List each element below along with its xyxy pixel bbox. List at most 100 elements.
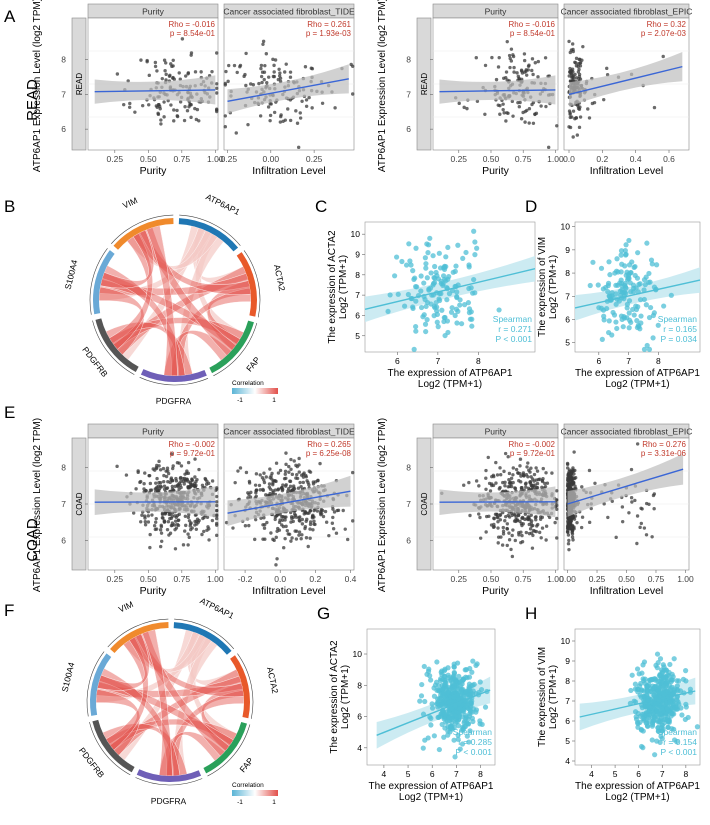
data-point: [283, 536, 287, 541]
data-point: [331, 526, 336, 531]
x-tick-label: 0.0: [274, 574, 286, 584]
data-point: [173, 519, 178, 523]
panel-f-chord: ATP6AP1 ACTA2 FAP PDGFRA PDGFRB S100A4 VIM Corr…: [4, 595, 280, 806]
data-point: [215, 51, 219, 55]
data-point: [246, 122, 250, 127]
data-point: [506, 111, 510, 115]
data-point: [272, 110, 277, 115]
data-point: [644, 240, 650, 246]
data-point: [646, 314, 653, 321]
data-point: [153, 468, 157, 472]
data-point: [490, 474, 494, 479]
data-point: [434, 304, 440, 310]
data-point: [159, 531, 164, 535]
data-point: [566, 472, 570, 476]
data-point: [544, 104, 548, 109]
data-point: [519, 474, 523, 478]
data-point: [498, 513, 502, 518]
x-tick-label: 0.25: [450, 574, 467, 584]
chord-axis: [237, 653, 254, 719]
data-point: [569, 72, 574, 77]
data-point: [519, 487, 524, 491]
data-point: [478, 687, 485, 693]
data-point: [193, 457, 197, 461]
x-tick-label: 0.75: [174, 574, 191, 584]
data-point: [492, 516, 496, 521]
data-point: [260, 80, 264, 85]
y-axis-label: ATP6AP1 Expression Level (log2 TPM): [377, 418, 388, 592]
confidence-band: [569, 52, 683, 107]
data-point: [617, 288, 623, 294]
x-tick-label: 0.2: [309, 574, 321, 584]
data-point: [483, 112, 487, 116]
data-point: [271, 57, 275, 62]
data-point: [146, 514, 151, 518]
fit-line: [376, 689, 491, 736]
chord-axis: [139, 377, 209, 386]
data-point: [514, 517, 518, 522]
data-point: [274, 535, 278, 540]
data-point: [516, 471, 520, 475]
x-tick-label: 6: [596, 356, 601, 366]
data-point: [470, 691, 476, 697]
data-point: [297, 470, 301, 474]
data-point: [672, 705, 679, 711]
data-point: [139, 520, 143, 524]
data-point: [290, 536, 294, 540]
spearman-stat: Spearman: [453, 727, 492, 737]
x-tick-label: 7: [435, 356, 440, 366]
data-point: [282, 546, 286, 550]
data-point: [399, 258, 405, 265]
data-point: [496, 65, 501, 69]
x-tick-label: 0.0: [563, 154, 575, 164]
data-point: [281, 524, 286, 529]
chord-segment: [93, 250, 115, 315]
data-point: [640, 662, 646, 668]
data-point: [288, 484, 293, 489]
data-point: [427, 235, 433, 241]
data-point: [185, 471, 189, 475]
data-point: [263, 523, 267, 527]
data-point: [519, 117, 524, 121]
data-point: [523, 120, 527, 124]
data-point: [269, 531, 273, 535]
data-point: [650, 312, 656, 319]
data-point: [215, 508, 219, 513]
data-point: [321, 514, 326, 519]
data-point: [581, 44, 585, 49]
data-point: [223, 114, 227, 118]
data-point: [182, 476, 187, 481]
data-point: [246, 491, 250, 495]
y-tick-label: 8: [61, 55, 66, 65]
data-point: [527, 515, 531, 519]
data-point: [166, 469, 170, 473]
data-point: [635, 721, 641, 727]
data-point: [215, 533, 219, 538]
data-point: [274, 461, 279, 465]
data-point: [327, 533, 331, 538]
data-point: [540, 526, 545, 530]
data-point: [452, 312, 458, 319]
data-point: [554, 498, 559, 502]
data-point: [470, 290, 476, 296]
chord-axis: [207, 724, 251, 777]
y-axis-label: The expression of ACTA2: [327, 230, 338, 344]
fit-line: [227, 490, 351, 514]
data-point: [456, 673, 462, 679]
data-point: [461, 694, 467, 700]
data-point: [223, 83, 227, 87]
data-point: [474, 245, 480, 251]
data-point: [477, 484, 481, 488]
data-point: [586, 107, 590, 111]
facet-title: Purity: [142, 427, 164, 437]
data-point: [300, 99, 304, 103]
data-point: [278, 468, 283, 473]
data-point: [652, 105, 657, 110]
data-point: [499, 535, 503, 539]
rho-stat: Rho = -0.016: [169, 20, 216, 29]
data-point: [158, 468, 163, 472]
chord-segment: [230, 655, 250, 719]
spearman-stat: r = 0.285: [458, 737, 492, 747]
data-point: [510, 533, 514, 538]
